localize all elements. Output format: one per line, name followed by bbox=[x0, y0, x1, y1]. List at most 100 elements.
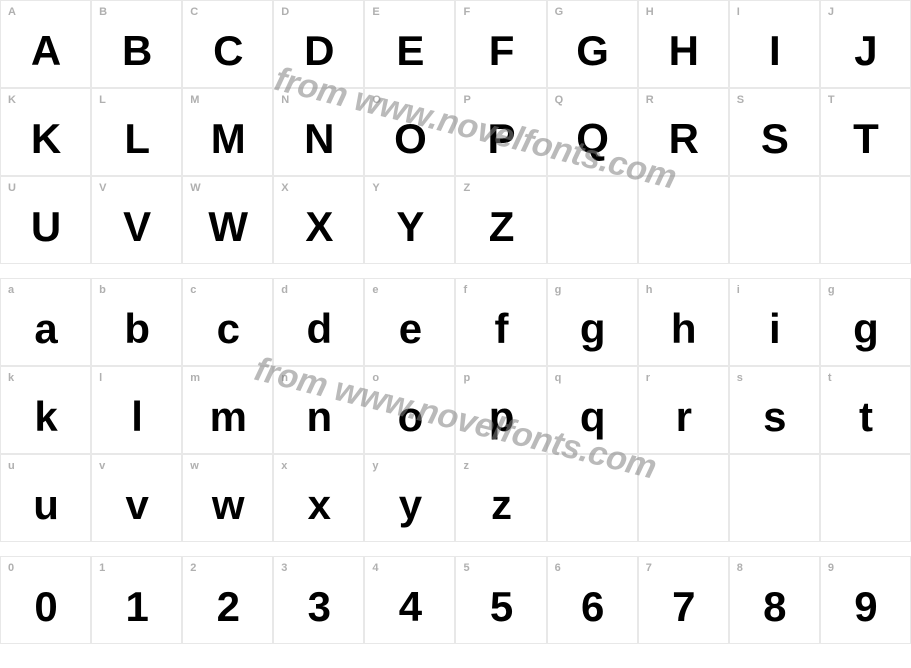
glyph-cell: gg bbox=[547, 278, 638, 366]
glyph-cell: ss bbox=[729, 366, 820, 454]
cell-glyph: M bbox=[183, 115, 272, 163]
cell-label: m bbox=[190, 372, 200, 384]
glyph-cell: kk bbox=[0, 366, 91, 454]
glyph-cell: UU bbox=[0, 176, 91, 264]
font-character-map: AABBCCDDEEFFGGHHIIJJKKLLMMNNOOPPQQRRSSTT… bbox=[0, 0, 911, 644]
section-gap bbox=[0, 542, 911, 556]
cell-glyph: 0 bbox=[1, 583, 90, 631]
cell-glyph: b bbox=[92, 305, 181, 353]
cell-label: 9 bbox=[828, 562, 834, 574]
cell-label: 2 bbox=[190, 562, 196, 574]
cell-glyph: n bbox=[274, 393, 363, 441]
cell-glyph: 1 bbox=[92, 583, 181, 631]
cell-glyph: 4 bbox=[365, 583, 454, 631]
section-gap bbox=[0, 264, 911, 278]
glyph-cell: ee bbox=[364, 278, 455, 366]
cell-glyph: W bbox=[183, 203, 272, 251]
glyph-cell: BB bbox=[91, 0, 182, 88]
cell-glyph: 6 bbox=[548, 583, 637, 631]
cell-glyph: y bbox=[365, 481, 454, 529]
cell-glyph: Y bbox=[365, 203, 454, 251]
cell-label: t bbox=[828, 372, 832, 384]
cell-glyph: N bbox=[274, 115, 363, 163]
glyph-cell-empty bbox=[638, 454, 729, 542]
cell-label: Q bbox=[555, 94, 564, 106]
cell-glyph: m bbox=[183, 393, 272, 441]
glyph-cell: cc bbox=[182, 278, 273, 366]
cell-label: O bbox=[372, 94, 381, 106]
glyph-cell: 88 bbox=[729, 556, 820, 644]
glyph-cell: FF bbox=[455, 0, 546, 88]
cell-glyph: T bbox=[821, 115, 910, 163]
cell-glyph: L bbox=[92, 115, 181, 163]
cell-glyph: 3 bbox=[274, 583, 363, 631]
cell-glyph: q bbox=[548, 393, 637, 441]
cell-glyph: S bbox=[730, 115, 819, 163]
cell-label: w bbox=[190, 460, 199, 472]
cell-label: R bbox=[646, 94, 654, 106]
glyph-cell: gg bbox=[820, 278, 911, 366]
cell-glyph: r bbox=[639, 393, 728, 441]
glyph-cell: WW bbox=[182, 176, 273, 264]
cell-glyph: 2 bbox=[183, 583, 272, 631]
glyph-cell: KK bbox=[0, 88, 91, 176]
cell-label: V bbox=[99, 182, 106, 194]
glyph-cell: LL bbox=[91, 88, 182, 176]
cell-label: H bbox=[646, 6, 654, 18]
glyph-cell: GG bbox=[547, 0, 638, 88]
glyph-cell-empty bbox=[820, 454, 911, 542]
cell-label: L bbox=[99, 94, 106, 106]
cell-glyph: u bbox=[1, 481, 90, 529]
cell-label: c bbox=[190, 284, 196, 296]
cell-glyph: c bbox=[183, 305, 272, 353]
cell-glyph: D bbox=[274, 27, 363, 75]
cell-label: d bbox=[281, 284, 288, 296]
cell-label: o bbox=[372, 372, 379, 384]
glyph-grid-lowercase: aabbccddeeffgghhiiggkkllmmnnooppqqrrsstt… bbox=[0, 278, 911, 542]
glyph-cell: qq bbox=[547, 366, 638, 454]
cell-label: T bbox=[828, 94, 835, 106]
cell-glyph: F bbox=[456, 27, 545, 75]
cell-label: p bbox=[463, 372, 470, 384]
cell-label: Z bbox=[463, 182, 470, 194]
cell-label: 4 bbox=[372, 562, 378, 574]
glyph-cell: ww bbox=[182, 454, 273, 542]
cell-label: g bbox=[555, 284, 562, 296]
glyph-cell: aa bbox=[0, 278, 91, 366]
cell-label: Y bbox=[372, 182, 379, 194]
glyph-cell: vv bbox=[91, 454, 182, 542]
glyph-cell-empty bbox=[547, 176, 638, 264]
cell-glyph: l bbox=[92, 393, 181, 441]
cell-label: h bbox=[646, 284, 653, 296]
glyph-cell: 00 bbox=[0, 556, 91, 644]
glyph-cell: uu bbox=[0, 454, 91, 542]
glyph-cell: 99 bbox=[820, 556, 911, 644]
glyph-grid-uppercase: AABBCCDDEEFFGGHHIIJJKKLLMMNNOOPPQQRRSSTT… bbox=[0, 0, 911, 264]
cell-label: k bbox=[8, 372, 14, 384]
glyph-cell: VV bbox=[91, 176, 182, 264]
cell-label: i bbox=[737, 284, 740, 296]
cell-glyph: K bbox=[1, 115, 90, 163]
cell-label: P bbox=[463, 94, 470, 106]
glyph-cell: PP bbox=[455, 88, 546, 176]
cell-glyph: H bbox=[639, 27, 728, 75]
cell-label: 3 bbox=[281, 562, 287, 574]
cell-glyph: C bbox=[183, 27, 272, 75]
glyph-cell-empty bbox=[820, 176, 911, 264]
glyph-cell-empty bbox=[547, 454, 638, 542]
cell-label: v bbox=[99, 460, 105, 472]
glyph-cell: pp bbox=[455, 366, 546, 454]
cell-label: 7 bbox=[646, 562, 652, 574]
glyph-cell: YY bbox=[364, 176, 455, 264]
cell-label: J bbox=[828, 6, 834, 18]
cell-glyph: R bbox=[639, 115, 728, 163]
cell-label: W bbox=[190, 182, 200, 194]
cell-glyph: A bbox=[1, 27, 90, 75]
cell-glyph: i bbox=[730, 305, 819, 353]
cell-glyph: Z bbox=[456, 203, 545, 251]
glyph-cell: QQ bbox=[547, 88, 638, 176]
cell-label: 8 bbox=[737, 562, 743, 574]
glyph-cell: EE bbox=[364, 0, 455, 88]
cell-label: y bbox=[372, 460, 378, 472]
glyph-cell: CC bbox=[182, 0, 273, 88]
